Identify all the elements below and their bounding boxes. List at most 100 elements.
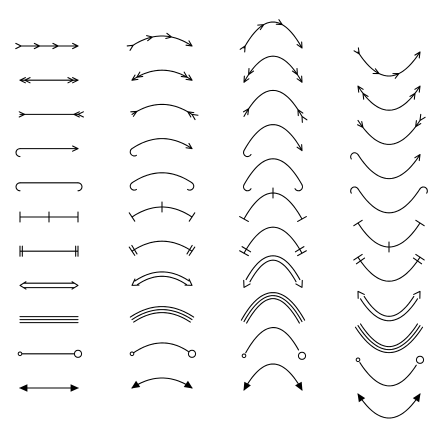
start-dot: [129, 351, 135, 357]
arrow-double-tail-double-head-barbed-feathers: [353, 47, 421, 79]
solid-head-start: [131, 380, 141, 389]
arrow-shaft: [133, 342, 189, 354]
tail-head-b: [248, 68, 255, 76]
column-half-circle: [239, 19, 308, 391]
arrow-head-a: [414, 85, 421, 93]
feather-barb-2: [392, 73, 400, 79]
arrow-double-bars-at-ends: [128, 240, 196, 256]
arrow-rail-b: [357, 325, 421, 351]
open-head-end: [295, 279, 303, 288]
arrow-double-line-open-arrow-both-ends: [357, 290, 421, 322]
open-head-end: [184, 278, 193, 286]
end-circle: [187, 349, 197, 358]
arrow-double-line-open-arrow-both-ends: [131, 271, 193, 286]
bar-start-a: [239, 250, 249, 257]
bar-end-a: [412, 257, 423, 265]
arrow-rail-c: [133, 312, 191, 323]
arrow-double-barbed-tails-both-ends: [357, 85, 421, 111]
open-head-start: [243, 279, 251, 288]
arrow-hooks-both-ends: [242, 158, 304, 192]
arrow-shaft: [131, 138, 193, 150]
start-dot: [355, 357, 361, 363]
arrow-tick-marks-both-ends-and-center: [128, 201, 196, 222]
solid-head-start: [19, 384, 28, 392]
arrow-shaft: [357, 154, 421, 180]
arrow-shaft: [131, 377, 193, 389]
bar-start-b: [241, 246, 252, 253]
tick-start: [239, 216, 249, 222]
arrow-hooks-both-ends: [15, 182, 83, 192]
arrow-small-dot-to-open-circle: [17, 349, 83, 358]
arrow-rail-a: [359, 298, 419, 322]
end-circle: [297, 351, 307, 360]
arrow-head-b: [67, 77, 74, 84]
arrow-head-b: [409, 92, 416, 100]
arrow-head-a: [72, 77, 79, 84]
head-barb-a: [415, 120, 422, 128]
arrow-head: [185, 142, 193, 150]
arrow-solid-arrowheads-both-ends: [131, 377, 193, 389]
feather-barb-2: [52, 42, 59, 50]
solid-head-start: [357, 393, 366, 403]
arrow-triple-line: [19, 316, 79, 324]
arrow-hook-tail-to-head: [15, 145, 79, 158]
bar-end-a: [186, 244, 193, 255]
open-head-start: [19, 281, 27, 290]
arrow-shaft: [243, 55, 303, 83]
tail-hook: [129, 148, 137, 157]
arrow-rail-b: [243, 295, 303, 323]
tail-feather: [18, 111, 26, 118]
tail-feather: [242, 108, 250, 116]
arrow-shaft: [243, 21, 303, 49]
bar-end-b: [188, 246, 196, 256]
feather-barb-1: [257, 24, 265, 31]
open-head-end: [413, 290, 421, 299]
feather-barb-2: [165, 32, 173, 39]
bar-end-b: [415, 253, 425, 261]
arrow-double-line-open-arrow-both-ends: [243, 255, 303, 288]
arrow-solid-arrowheads-both-ends: [19, 384, 79, 392]
arrow-head-b: [180, 71, 188, 78]
arrow-hook-tail-to-head: [129, 138, 193, 157]
head-barb-b: [77, 111, 84, 118]
arrow-shaft: [357, 188, 421, 214]
arrow-shaft: [131, 69, 193, 81]
arrow-shaft: [131, 103, 193, 115]
head-barb-b: [419, 113, 426, 121]
solid-head-end: [70, 384, 79, 392]
arrow-hooks-both-ends: [350, 186, 428, 214]
arrow-head: [72, 145, 79, 152]
arrow-double-bars-at-ends: [19, 245, 79, 257]
tail-head-a: [19, 77, 26, 84]
arrow-head-a: [296, 75, 303, 83]
column-shallow: [126, 32, 199, 389]
arrow-double-bars-at-ends: [239, 226, 307, 257]
tail-head-b: [24, 77, 31, 84]
tail-head-a: [131, 74, 139, 81]
arrow-rail-a: [136, 275, 188, 286]
arrow-shaft: [357, 51, 421, 77]
arrow-hooks-both-ends: [129, 172, 195, 191]
arrow-shaft: [243, 226, 303, 254]
arrow-double-tail-double-head-barbed-feathers: [126, 32, 193, 51]
feather-barb-1: [33, 42, 41, 50]
arrow-rail-a: [359, 323, 419, 348]
bar-start-b: [355, 257, 366, 265]
feather-barb-1: [372, 68, 380, 75]
tick-start: [128, 212, 136, 222]
arrow-double-tail-double-head-barbed-feathers: [239, 19, 303, 53]
head-barb-a: [187, 111, 195, 118]
column-straight: [15, 42, 84, 392]
start-dot: [241, 353, 247, 359]
open-head-end: [71, 281, 79, 290]
feather-barb-2: [275, 19, 283, 26]
arrow-head: [414, 51, 421, 59]
arrow-double-barbed-tails-both-ends: [243, 55, 303, 83]
arrow-rail-a: [129, 306, 195, 318]
arrow-shaft: [243, 158, 303, 186]
feather-barb-0: [15, 42, 22, 50]
arrow-shaft: [357, 393, 421, 419]
arrow-triple-line: [129, 306, 195, 323]
